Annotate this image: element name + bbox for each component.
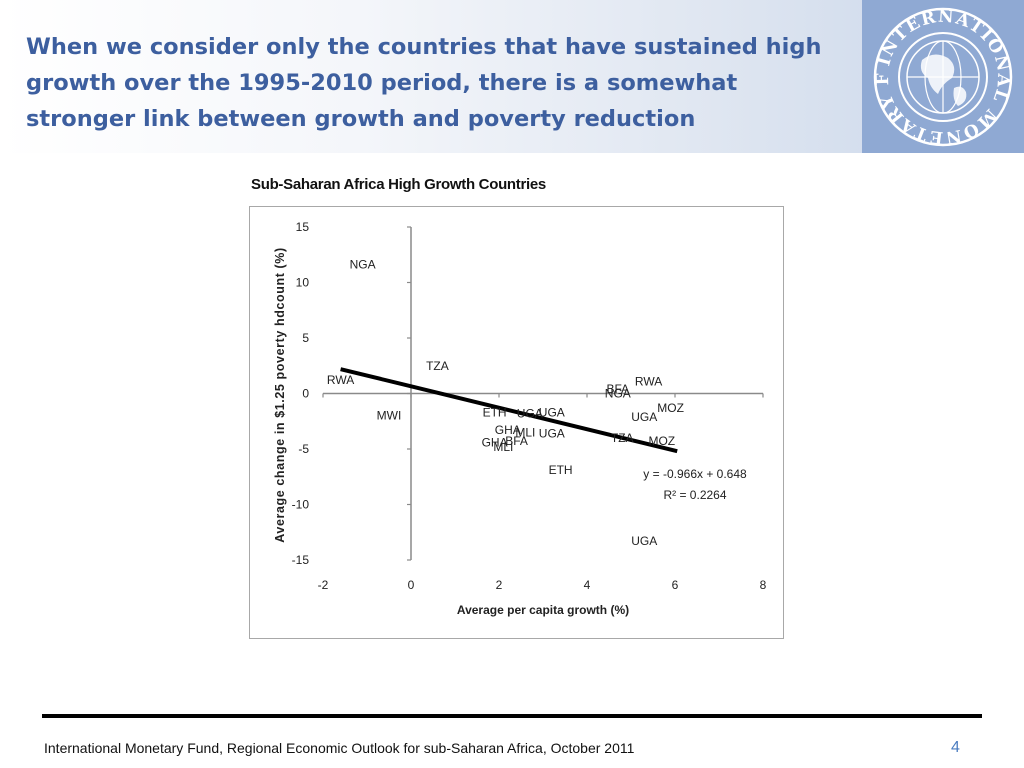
x-tick-label: 4 [584, 578, 591, 592]
x-tick-label: 6 [672, 578, 679, 592]
imf-seal-icon: INTERNATIONAL MONETARY FUND [862, 0, 1013, 147]
data-point-label: UGA [517, 406, 543, 420]
data-point-label: BFA [505, 434, 528, 448]
data-point-label: RWA [635, 374, 662, 388]
footer-divider [42, 714, 982, 718]
y-tick-label: 5 [302, 331, 309, 345]
imf-logo: INTERNATIONAL MONETARY FUND [862, 0, 1024, 153]
data-point-label: NGA [350, 258, 376, 272]
data-point-label: MOZ [657, 401, 684, 415]
x-axis-label: Average per capita growth (%) [457, 603, 629, 617]
data-point-label: MWI [377, 409, 402, 423]
data-point-label: ETH [549, 463, 573, 477]
trendline-equation: y = -0.966x + 0.648 [643, 467, 747, 481]
x-tick-label: -2 [318, 578, 329, 592]
data-point-label: UGA [539, 405, 565, 419]
x-tick-label: 2 [496, 578, 503, 592]
y-tick-label: -15 [292, 553, 310, 567]
data-point-label: RWA [327, 373, 354, 387]
data-point-label: MLI [493, 440, 513, 454]
r-squared-label: R² = 0.2264 [663, 488, 726, 502]
trendline [340, 367, 678, 454]
chart-frame [249, 206, 784, 639]
data-point-label: ETH [483, 405, 507, 419]
slide-title: When we consider only the countries that… [26, 34, 822, 132]
x-tick-label: 8 [760, 578, 767, 592]
data-point-label: GHA [482, 435, 508, 449]
trendline-line [340, 367, 678, 454]
y-tick-label: 15 [296, 220, 310, 234]
y-tick-label: 10 [296, 276, 310, 290]
data-point-label: TZA [426, 359, 449, 373]
x-tick-label: 0 [408, 578, 415, 592]
data-point-label: UGA [631, 534, 657, 548]
tick-labels: 15 10 5 0 -5 -10 -15 -2 0 2 4 6 8 [292, 220, 767, 592]
data-point-label: TZA [611, 431, 634, 445]
slide-header: When we consider only the countries that… [0, 0, 1024, 153]
y-axis-label: Average change in $1.25 poverty hdcount … [273, 247, 287, 543]
page-number: 4 [951, 739, 960, 756]
footer-source: International Monetary Fund, Regional Ec… [44, 740, 635, 756]
y-tick-label: -5 [298, 442, 309, 456]
y-tick-label: -10 [292, 498, 310, 512]
chart-title: Sub-Saharan Africa High Growth Countries [251, 176, 546, 193]
data-point-label: GHA [495, 423, 521, 437]
data-point-label: UGA [539, 426, 565, 440]
y-tick-label: 0 [302, 387, 309, 401]
axes [322, 226, 764, 561]
data-point-label: UGA [631, 410, 657, 424]
data-point-label: NGA [605, 387, 631, 401]
data-point-label: MOZ [648, 434, 675, 448]
data-point-label: MLI [515, 425, 535, 439]
data-point-label: BFA [606, 382, 629, 396]
